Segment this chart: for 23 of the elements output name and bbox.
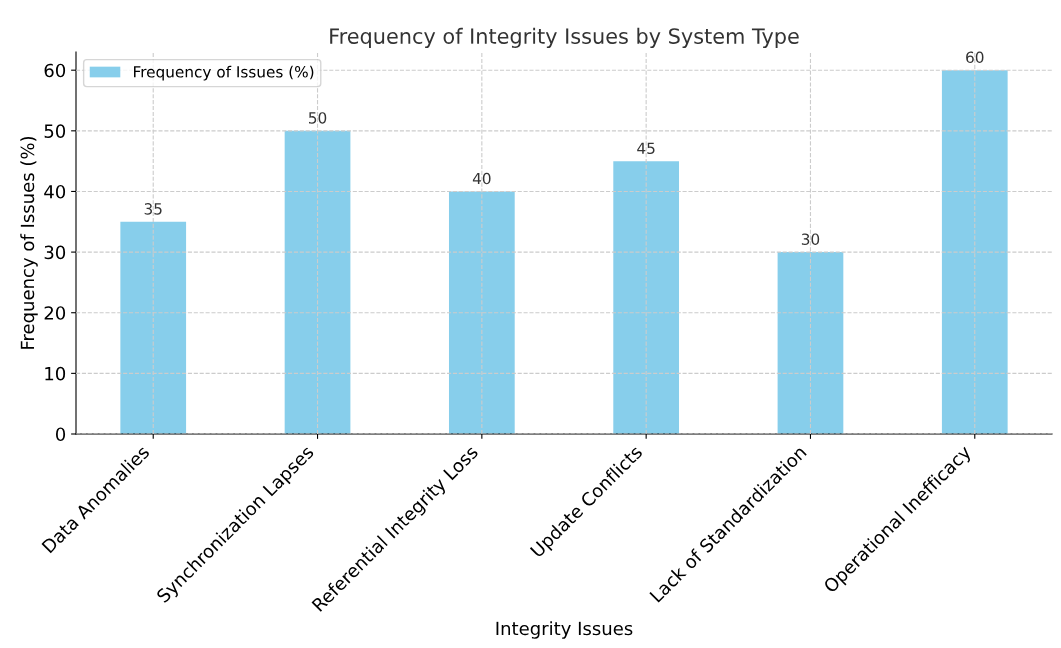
bar bbox=[448, 191, 515, 434]
bar bbox=[941, 70, 1008, 434]
bar bbox=[284, 130, 351, 434]
data-label: 35 bbox=[144, 203, 162, 215]
legend-label: Frequency of Issues (%) bbox=[134, 65, 314, 81]
y-tick-label: 30 bbox=[44, 245, 66, 260]
y-tick-label: 50 bbox=[44, 124, 66, 138]
y-axis-title: Frequency of Issues (%) bbox=[20, 136, 38, 349]
y-tick-label: 20 bbox=[44, 306, 66, 320]
y-tick-label: 60 bbox=[44, 63, 66, 78]
y-tick-label: 0 bbox=[55, 427, 66, 442]
y-tick-label: 40 bbox=[44, 184, 66, 199]
data-label: 30 bbox=[801, 233, 820, 245]
data-label: 40 bbox=[472, 172, 491, 185]
chart-title: Frequency of Integrity Issues by System Type bbox=[330, 27, 799, 48]
data-label: 45 bbox=[637, 142, 655, 155]
bar bbox=[777, 252, 844, 434]
bar bbox=[120, 221, 187, 434]
data-label: 50 bbox=[308, 112, 327, 124]
x-axis-title: Integrity Issues bbox=[496, 621, 633, 639]
bar bbox=[613, 161, 680, 434]
data-label: 60 bbox=[966, 51, 984, 64]
y-tick-label: 10 bbox=[45, 366, 66, 381]
